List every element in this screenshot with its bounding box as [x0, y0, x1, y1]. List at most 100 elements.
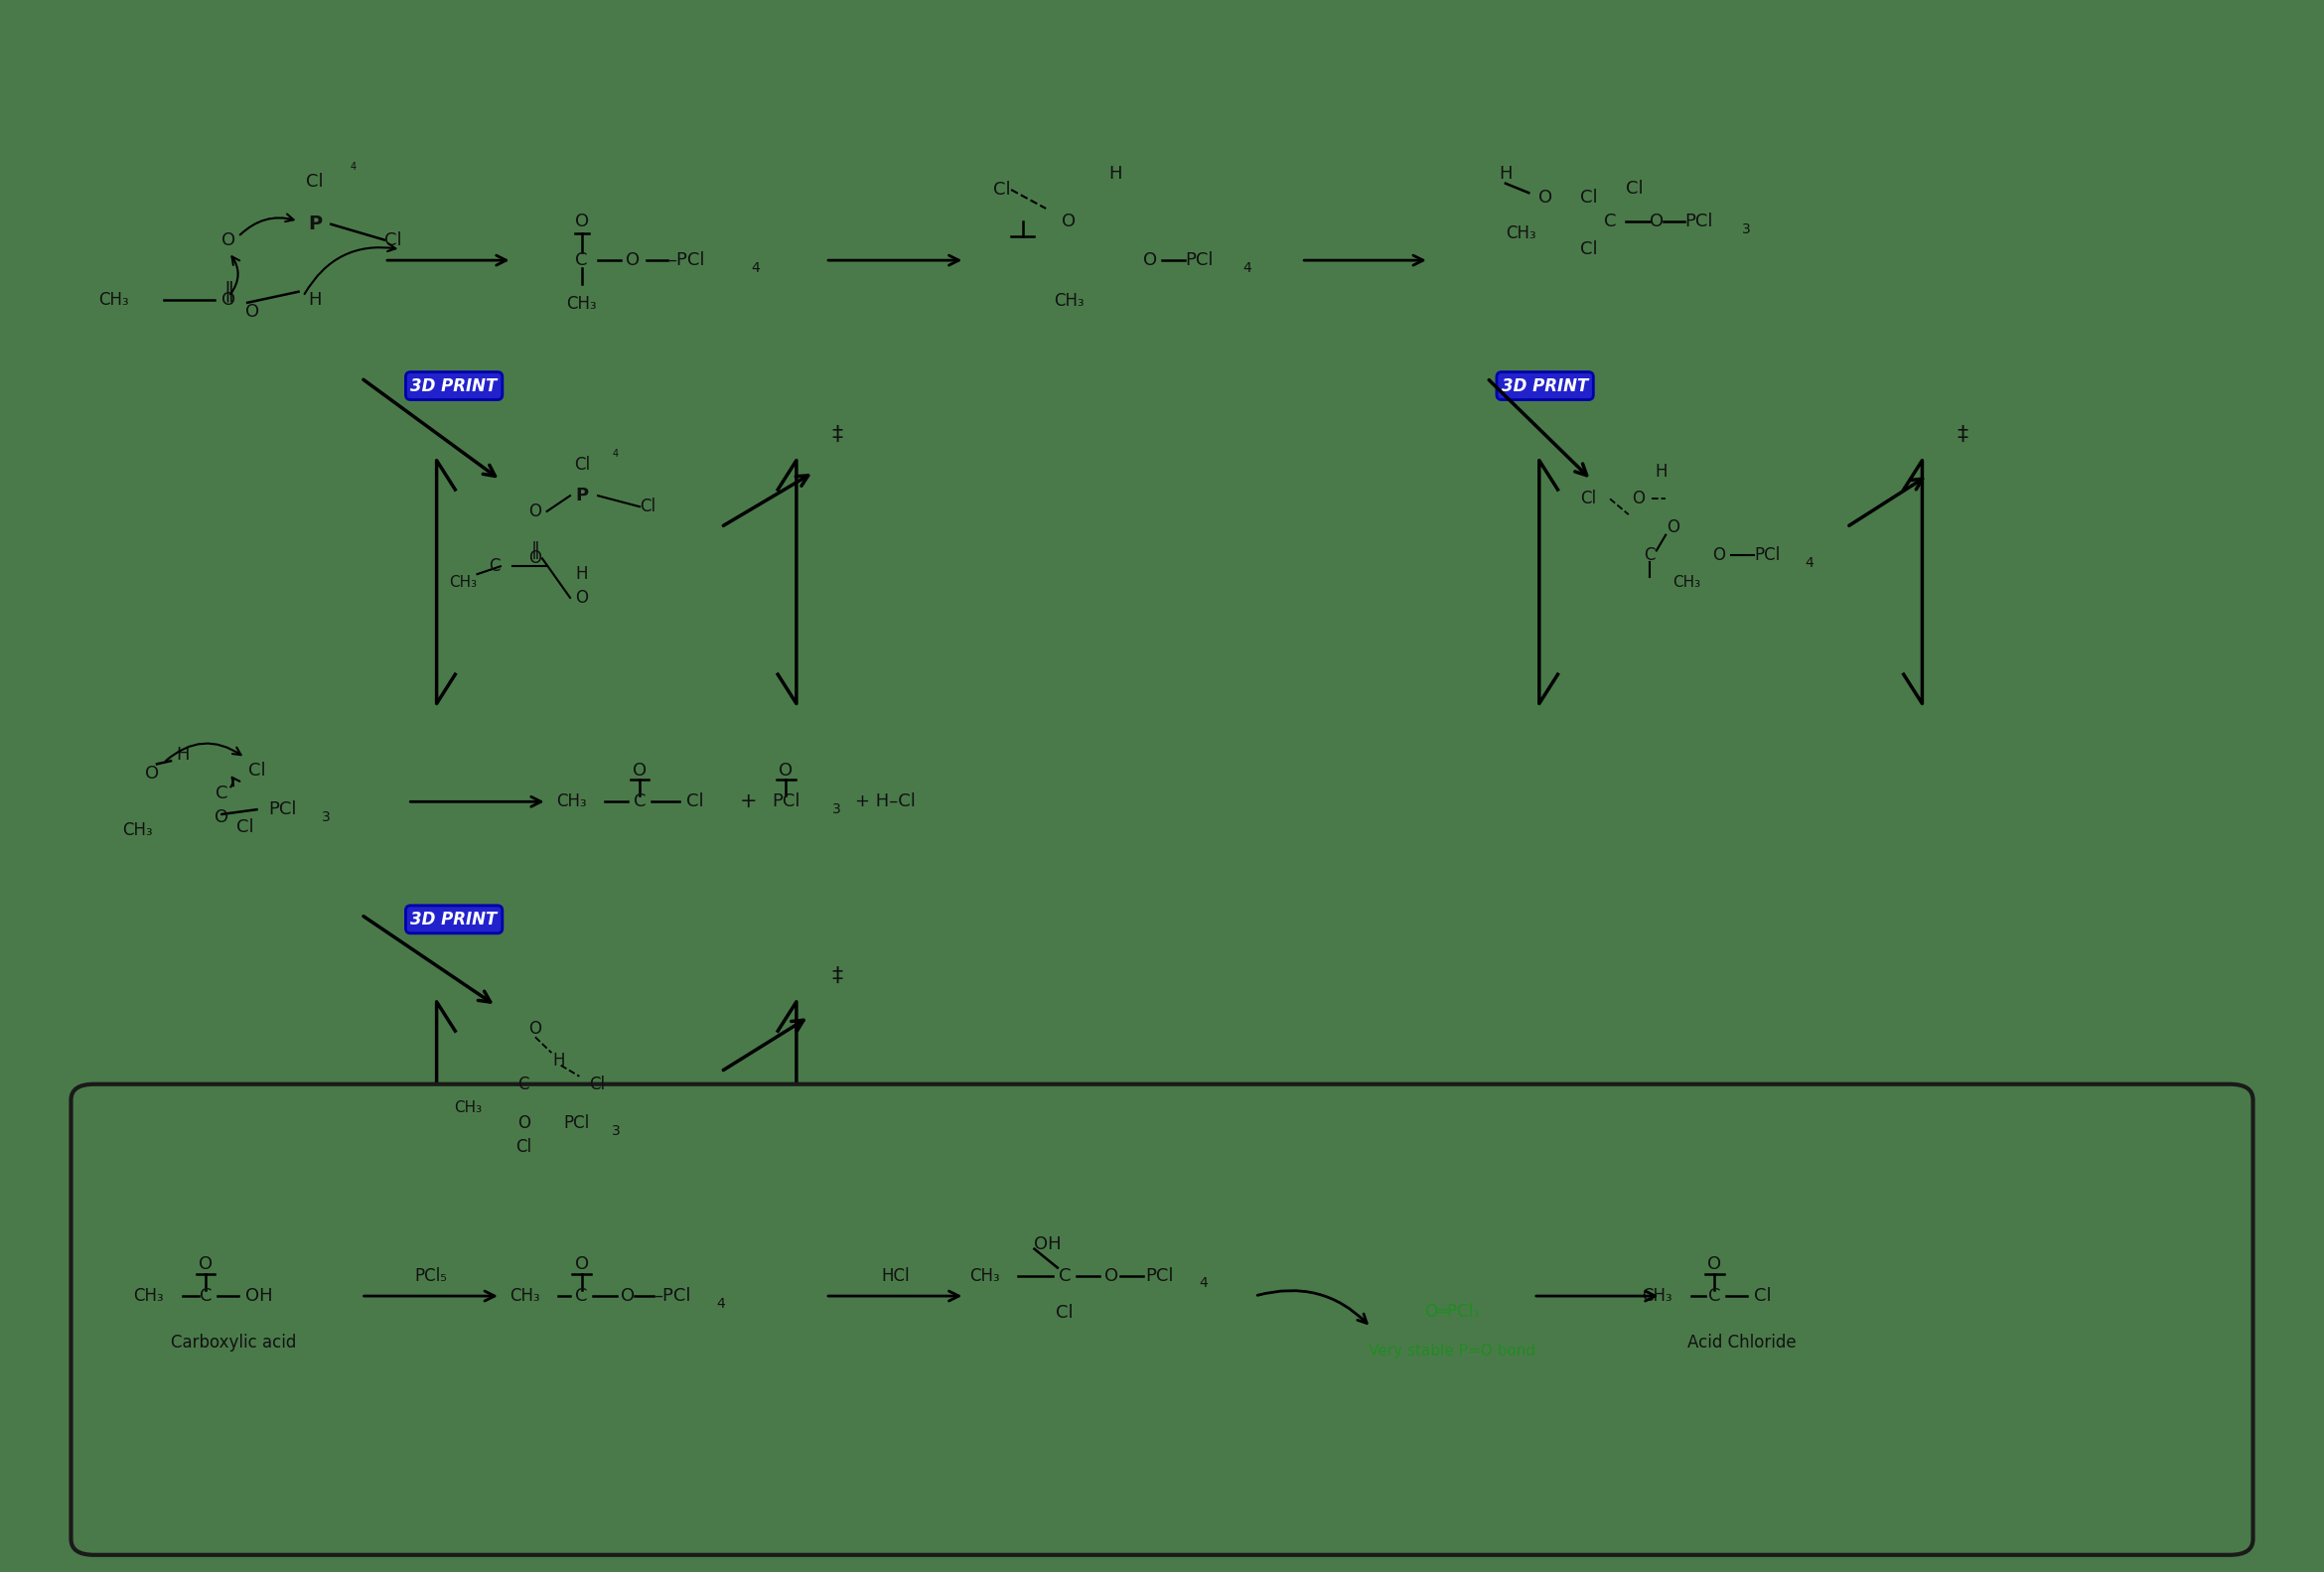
Text: O: O — [530, 503, 541, 520]
Text: PCl: PCl — [267, 800, 297, 819]
Text: O: O — [1666, 519, 1680, 536]
Text: C: C — [634, 792, 646, 811]
Text: Cl: Cl — [237, 819, 253, 836]
Text: Acid Chloride: Acid Chloride — [1687, 1335, 1796, 1352]
Text: O: O — [632, 761, 646, 780]
Text: CH₃: CH₃ — [555, 792, 586, 811]
Text: CH₃: CH₃ — [567, 296, 597, 313]
Text: P: P — [307, 215, 321, 234]
Text: O: O — [244, 303, 258, 321]
Text: Cl: Cl — [1580, 490, 1597, 508]
Text: P: P — [574, 487, 588, 505]
Text: Cl: Cl — [383, 231, 402, 248]
Text: + H–Cl: + H–Cl — [855, 792, 916, 811]
Text: C: C — [216, 784, 228, 803]
Text: Cl: Cl — [1580, 189, 1597, 206]
Text: Carboxylic acid: Carboxylic acid — [170, 1335, 295, 1352]
Text: Cl: Cl — [1755, 1287, 1771, 1305]
Text: ‡: ‡ — [832, 424, 841, 445]
Text: O: O — [530, 1020, 541, 1038]
Text: $_4$: $_4$ — [611, 446, 621, 461]
Text: 3D PRINT: 3D PRINT — [411, 377, 497, 395]
Text: O: O — [1713, 547, 1724, 564]
Text: O: O — [1143, 252, 1157, 269]
Text: C: C — [1604, 212, 1615, 230]
Text: H: H — [553, 1052, 565, 1069]
Text: O: O — [625, 252, 639, 269]
Text: 4: 4 — [716, 1297, 725, 1311]
Text: PCl₅: PCl₅ — [414, 1267, 446, 1284]
Text: Cl: Cl — [574, 456, 590, 473]
Text: C: C — [576, 1287, 588, 1305]
Text: Cl: Cl — [1055, 1303, 1074, 1322]
Text: O: O — [779, 761, 792, 780]
Text: 4: 4 — [1243, 261, 1253, 275]
Text: Cl: Cl — [307, 173, 323, 190]
Text: CH₃: CH₃ — [1506, 225, 1536, 242]
Text: O: O — [518, 1115, 530, 1132]
Text: O: O — [1708, 1256, 1722, 1273]
Text: O: O — [144, 764, 160, 783]
Text: Cl: Cl — [1580, 241, 1597, 258]
Text: 3D PRINT: 3D PRINT — [1501, 377, 1587, 395]
Text: O: O — [221, 291, 235, 308]
Text: Cl: Cl — [686, 792, 704, 811]
Text: –PCl: –PCl — [653, 1287, 690, 1305]
Text: CH₃: CH₃ — [453, 1100, 481, 1115]
Text: O: O — [576, 590, 588, 607]
Text: PCl: PCl — [1685, 212, 1713, 230]
Text: Cl: Cl — [588, 1075, 604, 1093]
Text: 4: 4 — [1806, 556, 1813, 571]
Text: CH₃: CH₃ — [132, 1287, 165, 1305]
Text: 4: 4 — [751, 261, 760, 275]
Text: H: H — [576, 566, 588, 583]
Text: C: C — [1643, 547, 1655, 564]
Text: ‡: ‡ — [832, 967, 841, 986]
Text: CH₃: CH₃ — [1673, 574, 1701, 590]
Text: PCl: PCl — [562, 1115, 590, 1132]
Text: ‖: ‖ — [223, 281, 235, 302]
FancyBboxPatch shape — [72, 1085, 2252, 1555]
Text: O: O — [214, 808, 228, 827]
Text: PCl: PCl — [1755, 547, 1780, 564]
Text: PCl: PCl — [772, 792, 799, 811]
Text: H: H — [1499, 165, 1513, 182]
Text: O: O — [198, 1256, 214, 1273]
Text: Cl: Cl — [995, 181, 1011, 198]
Text: CH₃: CH₃ — [1643, 1287, 1673, 1305]
Text: HCl: HCl — [881, 1267, 909, 1284]
Text: PCl: PCl — [1146, 1267, 1174, 1284]
Text: CH₃: CH₃ — [1055, 292, 1085, 310]
Text: OH: OH — [244, 1287, 272, 1305]
Text: O: O — [1650, 212, 1664, 230]
Text: Cl: Cl — [639, 498, 655, 516]
Text: CH₃: CH₃ — [969, 1267, 999, 1284]
Text: C: C — [518, 1075, 530, 1093]
Text: O: O — [574, 212, 588, 230]
Text: O: O — [221, 231, 235, 248]
Text: ‡: ‡ — [1957, 424, 1968, 445]
Text: C: C — [1708, 1287, 1720, 1305]
Text: Cl: Cl — [1627, 179, 1643, 198]
Text: PCl: PCl — [1185, 252, 1213, 269]
Text: O═PCl₃: O═PCl₃ — [1425, 1303, 1480, 1320]
Text: CH₃: CH₃ — [121, 821, 153, 839]
Text: +: + — [739, 792, 758, 811]
Text: 3: 3 — [1743, 222, 1750, 236]
Text: C: C — [200, 1287, 211, 1305]
Text: ‖: ‖ — [530, 542, 539, 560]
Text: O: O — [1538, 189, 1552, 206]
Text: C: C — [488, 558, 500, 575]
Text: 3: 3 — [321, 811, 330, 824]
Text: O: O — [621, 1287, 634, 1305]
Text: –PCl: –PCl — [667, 252, 704, 269]
Text: 3: 3 — [832, 803, 841, 816]
Text: H: H — [1109, 165, 1122, 182]
Text: C: C — [576, 252, 588, 269]
Text: 3: 3 — [611, 1124, 621, 1138]
Text: 4: 4 — [1199, 1276, 1208, 1291]
Text: O: O — [1062, 212, 1076, 230]
Text: CH₃: CH₃ — [509, 1287, 539, 1305]
Text: OH: OH — [1034, 1236, 1062, 1253]
Text: Cl: Cl — [249, 761, 265, 780]
